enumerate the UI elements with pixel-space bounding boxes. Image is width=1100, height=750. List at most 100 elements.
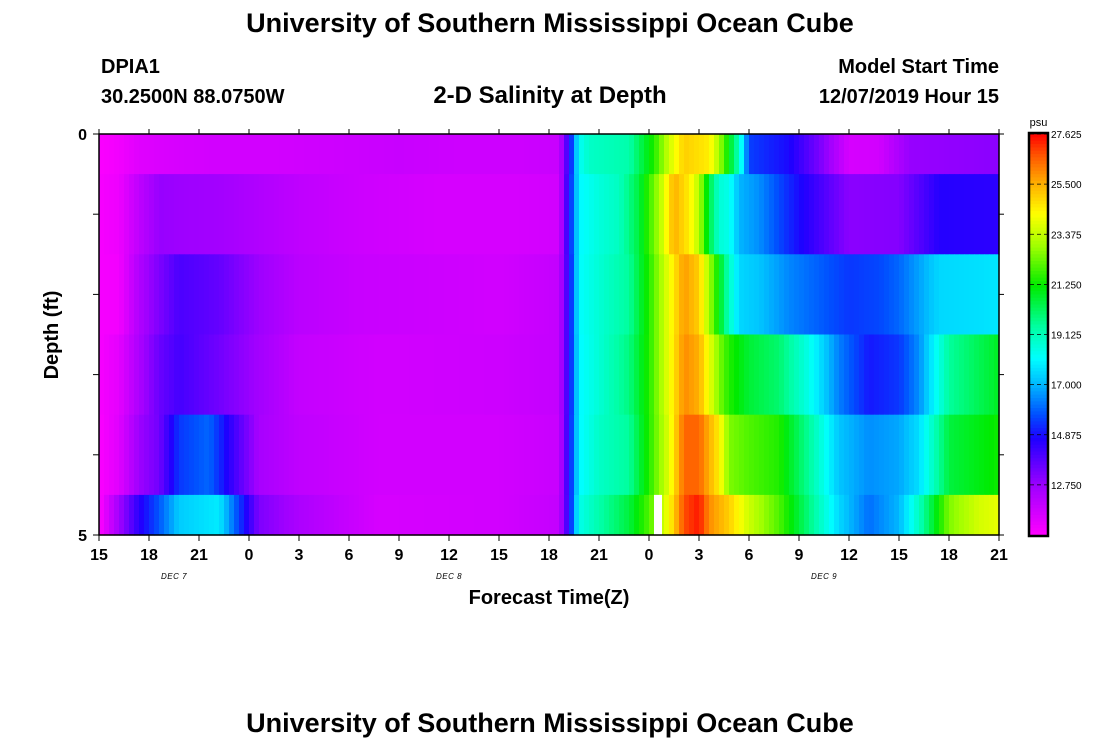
heatmap-cell [984, 254, 990, 336]
heatmap-cell [444, 334, 450, 416]
heatmap-cell [164, 174, 170, 255]
heatmap-cell [554, 334, 560, 416]
heatmap-cell [684, 494, 690, 536]
heatmap-cell [464, 174, 470, 255]
colorbar-swatch [1030, 394, 1047, 399]
heatmap-cell [984, 134, 990, 175]
heatmap-cell [634, 174, 640, 255]
heatmap-cell [969, 134, 975, 175]
heatmap-cell [284, 414, 290, 496]
heatmap-cell [549, 134, 555, 175]
heatmap-cell [379, 414, 385, 496]
heatmap-cell [179, 494, 185, 536]
heatmap-cell [189, 254, 195, 336]
heatmap-cell [584, 174, 590, 255]
heatmap-cell [709, 254, 715, 336]
heatmap-cell [869, 174, 875, 255]
heatmap-cell [254, 414, 260, 496]
heatmap-cell [909, 134, 915, 175]
colorbar-swatch [1030, 367, 1047, 372]
heatmap-cell [244, 414, 250, 496]
heatmap-cell [939, 414, 945, 496]
heatmap-cell [559, 254, 565, 336]
colorbar-swatch [1030, 501, 1047, 506]
heatmap-cell [599, 334, 605, 416]
heatmap-cell [234, 414, 240, 496]
heatmap-cell [839, 134, 845, 175]
heatmap-cell [524, 134, 530, 175]
heatmap-cell [924, 174, 930, 255]
heatmap-cell [149, 494, 155, 536]
heatmap-cell [809, 494, 815, 536]
heatmap-cell [764, 414, 770, 496]
heatmap-cell [894, 334, 900, 416]
colorbar-swatch [1030, 414, 1047, 419]
heatmap-cell [174, 254, 180, 336]
heatmap-cell [994, 134, 1000, 175]
heatmap-cell [379, 174, 385, 255]
heatmap-cell [819, 174, 825, 255]
heatmap-cell [204, 334, 210, 416]
heatmap-cell [459, 134, 465, 175]
heatmap-cell [354, 494, 360, 536]
heatmap-cell [934, 334, 940, 416]
heatmap-cell [479, 134, 485, 175]
heatmap-cell [539, 414, 545, 496]
heatmap-cell [309, 334, 315, 416]
heatmap-cell [944, 174, 950, 255]
heatmap-cell [369, 414, 375, 496]
heatmap-cell [829, 254, 835, 336]
heatmap-cell [574, 494, 580, 536]
colorbar-swatch [1030, 257, 1047, 262]
heatmap-cell [584, 254, 590, 336]
heatmap-cell [804, 494, 810, 536]
heatmap-cell [949, 494, 955, 536]
heatmap-cell [169, 134, 175, 175]
heatmap-cell [819, 254, 825, 336]
heatmap-cell [184, 494, 190, 536]
heatmap-cell [534, 414, 540, 496]
heatmap-cell [384, 414, 390, 496]
heatmap-cell [599, 494, 605, 536]
heatmap-cell [384, 254, 390, 336]
heatmap-cell [304, 414, 310, 496]
heatmap-cell [839, 334, 845, 416]
heatmap-cell [969, 174, 975, 255]
colorbar-swatch [1030, 304, 1047, 309]
heatmap-cell [764, 334, 770, 416]
heatmap-cell [409, 254, 415, 336]
heatmap-cell [639, 334, 645, 416]
heatmap-cell [99, 494, 105, 536]
x-tick-label: 18 [540, 547, 558, 564]
heatmap-cell [394, 134, 400, 175]
heatmap-cell [899, 174, 905, 255]
heatmap-cell [734, 254, 740, 336]
heatmap-cell [724, 254, 730, 336]
heatmap-cell [539, 134, 545, 175]
colorbar-swatch [1030, 237, 1047, 242]
heatmap-cell [564, 254, 570, 336]
heatmap-cell [364, 414, 370, 496]
heatmap-cell [544, 414, 550, 496]
colorbar-swatch [1030, 384, 1047, 389]
heatmap-cell [159, 334, 165, 416]
heatmap-cell [159, 134, 165, 175]
heatmap-cell [149, 414, 155, 496]
colorbar-swatch [1030, 444, 1047, 449]
heatmap-cell [389, 134, 395, 175]
heatmap-cell [169, 254, 175, 336]
heatmap-cell [279, 134, 285, 175]
heatmap-cell [749, 254, 755, 336]
heatmap-cell [109, 334, 115, 416]
heatmap-cell [114, 134, 120, 175]
heatmap-cell [604, 254, 610, 336]
colorbar-swatch [1030, 157, 1047, 162]
heatmap-cell [709, 494, 715, 536]
heatmap-cell [254, 254, 260, 336]
heatmap-cell [429, 134, 435, 175]
heatmap-cell [874, 334, 880, 416]
heatmap-cell [779, 494, 785, 536]
heatmap-cell [584, 334, 590, 416]
heatmap-cell [129, 414, 135, 496]
heatmap-cell [559, 134, 565, 175]
